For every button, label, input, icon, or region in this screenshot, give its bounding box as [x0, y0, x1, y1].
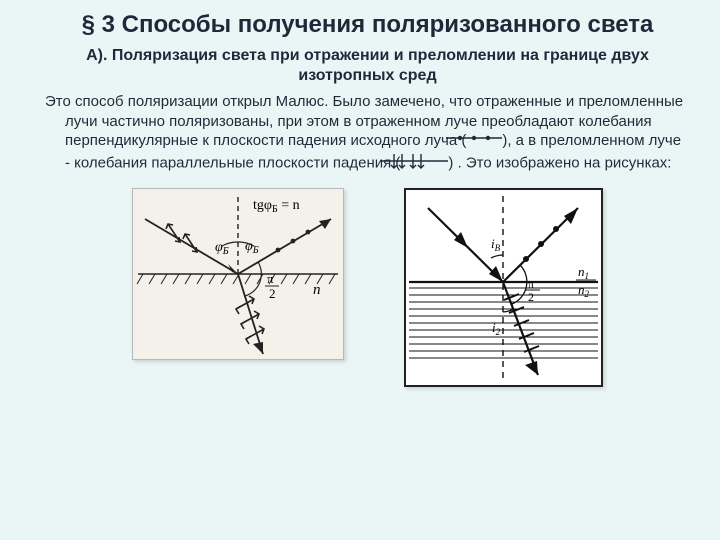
para-part-c: ) . Это изображено на рисунках:: [448, 155, 671, 172]
figures-row: φБ φБ π 2 n tgφБ = n: [45, 188, 690, 387]
slide-title: § 3 Способы получения поляризованного св…: [45, 10, 690, 40]
fig1-pi2-bot: 2: [269, 286, 276, 301]
para-symbol-icon: [400, 151, 448, 177]
fig1-n: n: [313, 282, 321, 298]
perp-symbol-icon: [466, 131, 502, 151]
fig1-pi2-top: π: [267, 271, 274, 286]
slide-subtitle: А). Поляризация света при отражении и пр…: [45, 46, 690, 86]
figure-reflection: φБ φБ π 2 n tgφБ = n: [132, 188, 344, 360]
figure-refraction: iB π 2 i2 n1 n2: [404, 188, 603, 387]
body-paragraph: Это способ поляризации открыл Малюс. Был…: [45, 92, 690, 176]
fig2-pi2-bot: 2: [528, 290, 534, 304]
fig2-pi2-top: π: [528, 277, 534, 291]
